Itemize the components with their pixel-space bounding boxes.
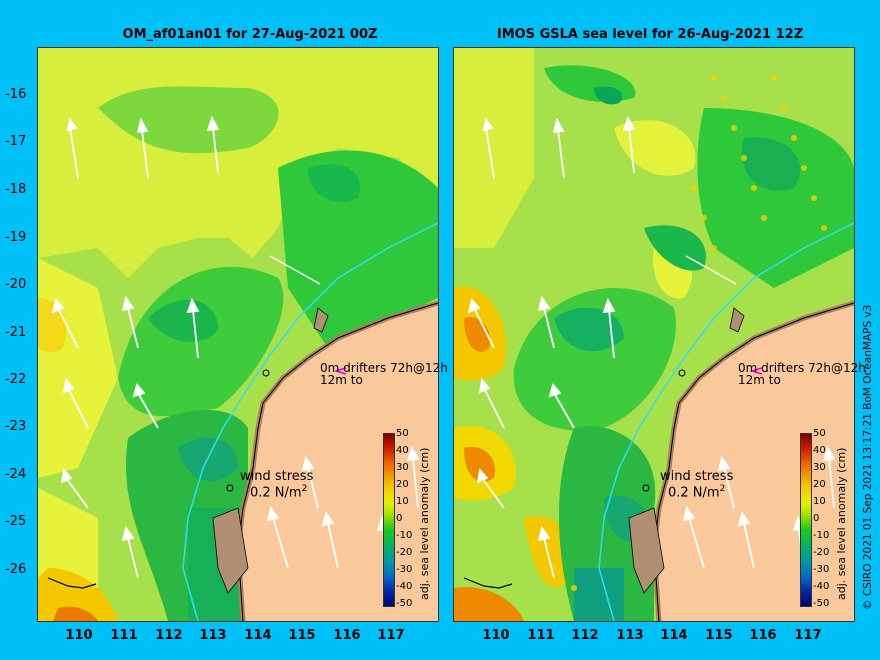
colorbar-tick: -30 [396,564,413,575]
colorbar-tick: -50 [396,598,413,609]
colorbar-tick: -40 [396,581,413,592]
x-tick-label: 112 [571,628,599,643]
y-tick-label: -23 [5,419,27,434]
drifters-legend-line2: 12m to [738,373,781,387]
drifters-legend-line2: 12m to [320,373,363,387]
x-tick-label: 113 [199,628,227,643]
x-tick-label: 116 [749,628,777,643]
drifters-legend-line1: 0m drifters 72h@12h [320,361,448,375]
colorbar-tick: 50 [813,428,826,439]
x-tick-label: 110 [482,628,510,643]
colorbar-tick: -40 [813,581,830,592]
x-tick-label: 111 [527,628,555,643]
colorbar-title: adj. sea level anomaly (cm) [418,447,431,600]
x-tick-label: 116 [333,628,361,643]
colorbar-tick: -10 [813,530,830,541]
x-tick-label: 117 [377,628,405,643]
colorbar-tick: 50 [396,428,409,439]
colorbar-tick: 40 [813,445,826,456]
drifters-legend-line1: 0m drifters 72h@12h [738,361,866,375]
right-map-svg [454,48,854,621]
y-tick-label: -17 [5,134,27,149]
colorbar-tick: 40 [396,445,409,456]
y-tick-label: -18 [5,182,27,197]
x-tick-label: 115 [288,628,316,643]
y-tick-label: -25 [5,514,27,529]
colorbar-tick: 10 [813,496,826,507]
wind-stress-label: wind stress [660,469,734,484]
left-map-panel [37,47,439,622]
colorbar [383,433,395,607]
y-tick-label: -22 [5,372,27,387]
y-tick-label: -16 [5,87,27,102]
colorbar-tick: -20 [813,547,830,558]
colorbar-tick: 10 [396,496,409,507]
colorbar-tick: -20 [396,547,413,558]
colorbar-tick: 0 [813,513,820,524]
y-tick-label: -19 [5,230,27,245]
x-tick-label: 113 [616,628,644,643]
wind-value-exponent: 2 [719,484,726,494]
wind-stress-value: 0.2 N/m2 [250,484,307,500]
colorbar-tick: -10 [396,530,413,541]
right-panel-title: IMOS GSLA sea level for 26-Aug-2021 12Z [496,27,804,42]
x-tick-label: 111 [110,628,138,643]
colorbar-title: adj. sea level anomaly (cm) [835,447,848,600]
colorbar-tick: 0 [396,513,403,524]
right-map-panel [453,47,855,622]
colorbar-tick: 30 [396,462,409,473]
colorbar [800,433,812,607]
credit-text: © CSIRO 2021 01 Sep 2021 13:17:21 BoM Oc… [862,304,874,610]
wind-stress-label: wind stress [240,469,314,484]
x-tick-label: 112 [155,628,183,643]
y-tick-label: -26 [5,562,27,577]
wind-value-exponent: 2 [301,484,308,494]
colorbar-tick: 30 [813,462,826,473]
left-panel-title: OM_af01an01 for 27-Aug-2021 00Z [122,27,378,42]
wind-value-text: 0.2 N/m [250,485,302,501]
x-tick-label: 114 [244,628,272,643]
y-tick-label: -20 [5,277,27,292]
x-tick-label: 110 [65,628,93,643]
y-tick-label: -21 [5,325,27,340]
colorbar-tick: 20 [813,479,826,490]
wind-stress-value: 0.2 N/m2 [668,484,725,500]
colorbar-tick: -50 [813,598,830,609]
x-tick-label: 117 [794,628,822,643]
wind-value-text: 0.2 N/m [668,485,720,501]
colorbar-tick: -30 [813,564,830,575]
x-tick-label: 115 [705,628,733,643]
left-map-svg [38,48,438,621]
colorbar-tick: 20 [396,479,409,490]
y-tick-label: -24 [5,467,27,482]
x-tick-label: 114 [660,628,688,643]
